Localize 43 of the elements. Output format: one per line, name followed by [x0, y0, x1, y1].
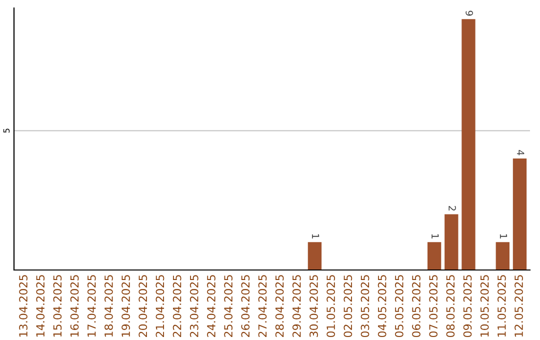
x-tick-label: 22.04.2025: [172, 275, 182, 337]
x-tick-label: 17.04.2025: [87, 275, 96, 337]
x-tick-label: 29.04.2025: [292, 275, 301, 337]
bar: [444, 214, 458, 270]
x-tick-label: 23.04.2025: [190, 275, 198, 337]
bar: [308, 242, 322, 270]
x-tick-label: 11.05.2025: [497, 275, 506, 337]
x-tick-label: 12.05.2025: [514, 275, 523, 337]
data-label: 2: [448, 206, 456, 211]
y-tick-label: 5: [3, 128, 10, 133]
data-label: 1: [312, 234, 320, 238]
x-tick-label: 14.04.2025: [36, 275, 45, 337]
bar: [512, 158, 527, 270]
x-tick-label: 07.05.2025: [429, 275, 438, 338]
x-tick-label: 28.04.2025: [275, 275, 284, 337]
bar: [462, 19, 476, 270]
x-tick-label: 21.04.2025: [156, 275, 164, 337]
x-tick-label: 08.05.2025: [446, 275, 455, 338]
x-tick-label: 05.05.2025: [394, 275, 404, 338]
data-label: 9: [466, 10, 474, 16]
x-tick-label: 18.04.2025: [104, 275, 113, 337]
x-tick-label: 19.04.2025: [122, 275, 130, 337]
x-tick-label: 09.05.2025: [463, 275, 472, 338]
x-tick-label: 20.04.2025: [138, 275, 148, 337]
x-tick-label: 15.04.2025: [53, 275, 62, 337]
data-label: 1: [500, 234, 508, 238]
x-tick-label: 13.04.2025: [19, 275, 28, 337]
x-tick-label: 06.05.2025: [412, 275, 420, 338]
x-tick-label: 25.04.2025: [224, 275, 233, 337]
data-label: 1: [432, 234, 439, 238]
x-tick-label: 16.04.2025: [70, 275, 79, 337]
x-tick-label: 04.05.2025: [378, 275, 386, 338]
x-tick-label: 01.05.2025: [326, 275, 336, 338]
x-tick-label: 03.05.2025: [360, 275, 370, 338]
x-tick-label: 02.05.2025: [344, 275, 352, 338]
bar: [427, 242, 442, 270]
data-label: 4: [517, 150, 524, 156]
x-tick-label: 30.04.2025: [310, 275, 318, 337]
x-tick-label: 26.04.2025: [241, 275, 250, 337]
x-tick-label: 24.04.2025: [207, 275, 216, 337]
x-tick-label: 27.04.2025: [258, 275, 267, 337]
bar: [496, 242, 510, 270]
x-tick-label: 10.05.2025: [480, 275, 489, 337]
